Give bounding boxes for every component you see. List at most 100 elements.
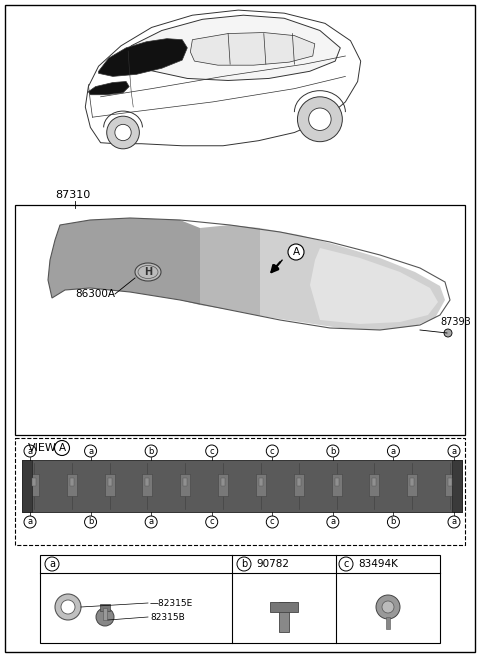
Bar xyxy=(183,478,187,486)
Polygon shape xyxy=(260,228,445,330)
Bar xyxy=(270,602,298,612)
Bar xyxy=(15,205,465,435)
Text: a: a xyxy=(149,518,154,526)
Polygon shape xyxy=(88,81,129,95)
Circle shape xyxy=(84,445,96,457)
Bar xyxy=(103,608,107,620)
Bar xyxy=(70,478,74,486)
Text: VIEW: VIEW xyxy=(28,443,57,453)
Polygon shape xyxy=(85,10,360,146)
Polygon shape xyxy=(98,39,187,76)
Text: a: a xyxy=(391,447,396,455)
Bar xyxy=(297,478,301,486)
Bar xyxy=(15,438,465,545)
Circle shape xyxy=(55,440,70,455)
Text: 82315B: 82315B xyxy=(150,612,185,622)
Bar xyxy=(221,478,225,486)
Circle shape xyxy=(327,445,339,457)
Circle shape xyxy=(145,445,157,457)
Polygon shape xyxy=(128,15,340,80)
Bar xyxy=(29,474,39,496)
Text: a: a xyxy=(27,447,33,455)
Circle shape xyxy=(96,608,114,626)
Bar xyxy=(452,460,462,512)
Circle shape xyxy=(339,557,353,571)
Text: 87310: 87310 xyxy=(55,190,90,200)
Circle shape xyxy=(237,557,251,571)
Circle shape xyxy=(448,445,460,457)
Text: b: b xyxy=(241,559,247,569)
Bar xyxy=(108,478,112,486)
Text: c: c xyxy=(209,447,214,455)
Bar xyxy=(218,474,228,496)
Bar xyxy=(256,474,266,496)
Bar xyxy=(294,474,304,496)
Bar xyxy=(143,474,153,496)
Bar xyxy=(32,478,36,486)
Text: a: a xyxy=(451,518,456,526)
Bar xyxy=(370,474,379,496)
Bar xyxy=(279,602,289,632)
Polygon shape xyxy=(200,225,260,316)
Text: c: c xyxy=(343,559,348,569)
Bar xyxy=(386,617,390,629)
Text: A: A xyxy=(292,247,300,257)
Bar xyxy=(105,474,115,496)
Text: 90782: 90782 xyxy=(256,559,289,569)
Bar xyxy=(410,478,414,486)
Text: H: H xyxy=(144,267,152,277)
Bar xyxy=(335,478,338,486)
Text: a: a xyxy=(88,447,93,455)
Polygon shape xyxy=(48,218,200,305)
Circle shape xyxy=(387,445,399,457)
Circle shape xyxy=(448,516,460,528)
Circle shape xyxy=(298,97,342,142)
Circle shape xyxy=(115,124,131,141)
Bar xyxy=(448,478,452,486)
Circle shape xyxy=(376,595,400,619)
Bar xyxy=(332,474,342,496)
Circle shape xyxy=(327,516,339,528)
Bar xyxy=(372,478,376,486)
Polygon shape xyxy=(191,33,315,65)
Polygon shape xyxy=(310,248,438,324)
Circle shape xyxy=(107,116,139,149)
Text: a: a xyxy=(49,559,55,569)
Circle shape xyxy=(288,244,304,260)
Text: c: c xyxy=(209,518,214,526)
Text: b: b xyxy=(148,447,154,455)
Bar xyxy=(259,478,263,486)
Bar xyxy=(40,555,440,643)
Ellipse shape xyxy=(135,263,161,281)
Bar xyxy=(67,474,77,496)
Circle shape xyxy=(382,601,394,613)
Bar xyxy=(22,460,462,512)
Text: c: c xyxy=(270,447,275,455)
Circle shape xyxy=(145,516,157,528)
Text: a: a xyxy=(330,518,336,526)
Circle shape xyxy=(45,557,59,571)
Circle shape xyxy=(206,516,218,528)
Circle shape xyxy=(444,329,452,337)
Circle shape xyxy=(309,108,331,131)
Circle shape xyxy=(24,516,36,528)
Circle shape xyxy=(266,445,278,457)
Circle shape xyxy=(61,600,75,614)
Text: b: b xyxy=(391,518,396,526)
Text: 86300A: 86300A xyxy=(75,289,115,299)
Text: b: b xyxy=(330,447,336,455)
Text: 87393: 87393 xyxy=(440,317,471,327)
Text: b: b xyxy=(88,518,93,526)
Text: —82315E: —82315E xyxy=(150,599,193,608)
Text: a: a xyxy=(451,447,456,455)
Bar xyxy=(22,460,32,512)
Circle shape xyxy=(206,445,218,457)
Bar xyxy=(145,478,149,486)
Bar xyxy=(180,474,190,496)
Circle shape xyxy=(387,516,399,528)
Bar xyxy=(100,604,110,611)
Text: a: a xyxy=(27,518,33,526)
Bar xyxy=(445,474,455,496)
Text: 83494K: 83494K xyxy=(358,559,398,569)
Text: c: c xyxy=(270,518,275,526)
